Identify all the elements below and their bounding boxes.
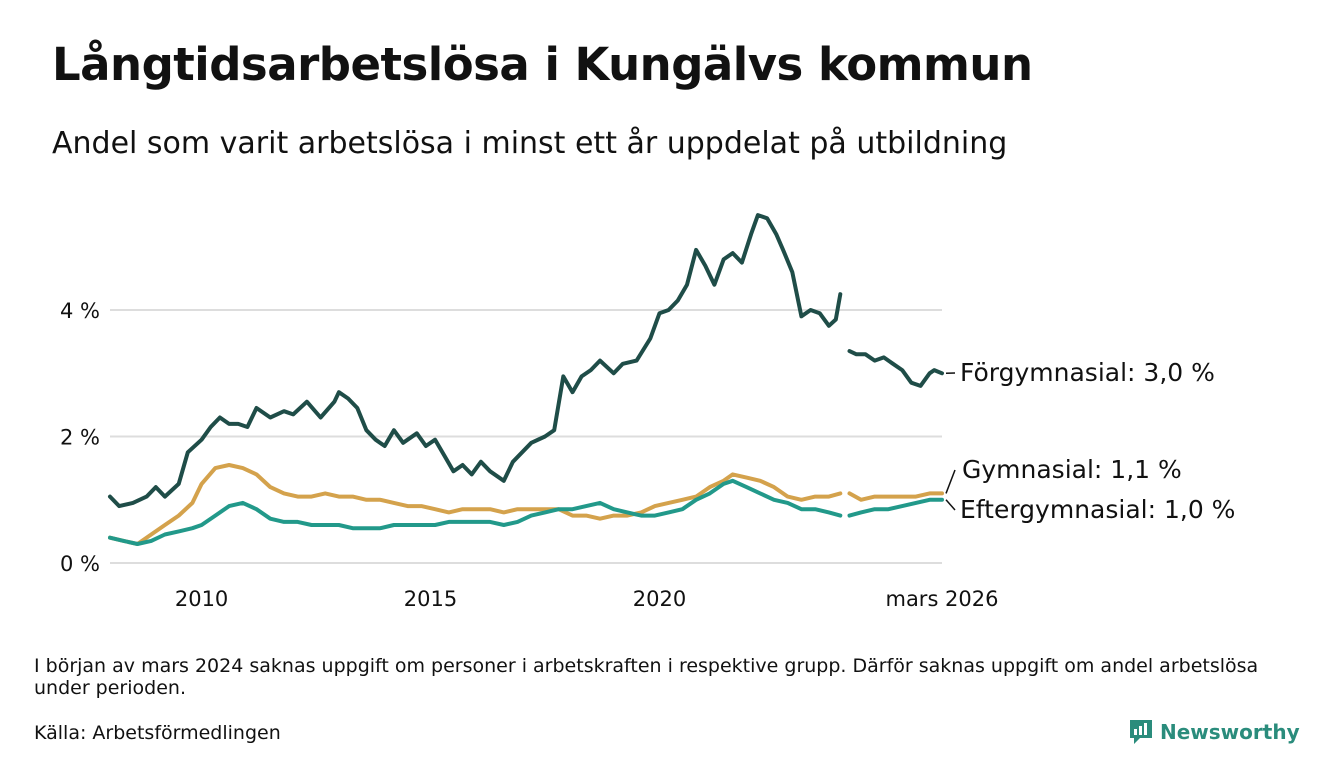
series-line-eftergymnasial-after-gap <box>847 497 944 518</box>
series-lines <box>108 213 944 546</box>
line-chart: 0 % 2 % 4 % 2010 2015 2020 mars 2026 Förgymnas… <box>60 213 1235 611</box>
leader-line-eftergymnasial <box>945 499 956 511</box>
series-line-förgymnasial-before-gap <box>108 213 843 509</box>
end-label-förgymnasial: Förgymnasial: 3,0 % <box>960 358 1215 387</box>
series-line-gymnasial-before-gap <box>108 463 843 546</box>
gridlines <box>110 309 942 564</box>
footnote: I början av mars 2024 saknas uppgift om … <box>34 655 1259 699</box>
y-tick-label: 0 % <box>60 552 100 576</box>
brand-logo[interactable]: Newsworthy <box>1128 716 1300 748</box>
x-tick-label: mars 2026 <box>885 587 998 611</box>
x-tick-label: 2020 <box>633 587 686 611</box>
end-labels: Förgymnasial: 3,0 % Gymnasial: 1,1 % Efter… <box>945 358 1235 524</box>
end-label-gymnasial: Gymnasial: 1,1 % <box>962 455 1182 484</box>
y-tick-label: 2 % <box>60 426 100 450</box>
leader-line-gymnasial <box>945 469 956 494</box>
axis-ticks: 0 % 2 % 4 % 2010 2015 2020 mars 2026 <box>60 299 999 611</box>
series-line-förgymnasial-after-gap <box>847 349 944 388</box>
y-tick-label: 4 % <box>60 299 100 323</box>
series-line-eftergymnasial-before-gap <box>108 478 843 546</box>
newsworthy-logo-icon <box>1130 720 1152 744</box>
brand-name: Newsworthy <box>1160 720 1300 744</box>
chart-subtitle: Andel som varit arbetslösa i minst ett å… <box>52 126 1008 161</box>
source-text: Källa: Arbetsförmedlingen <box>34 722 281 744</box>
x-tick-label: 2015 <box>404 587 457 611</box>
end-label-eftergymnasial: Eftergymnasial: 1,0 % <box>960 495 1235 524</box>
chart-title: Långtidsarbetslösa i Kungälvs kommun <box>52 38 1033 91</box>
x-tick-label: 2010 <box>175 587 228 611</box>
series-line-gymnasial-after-gap <box>847 491 944 502</box>
